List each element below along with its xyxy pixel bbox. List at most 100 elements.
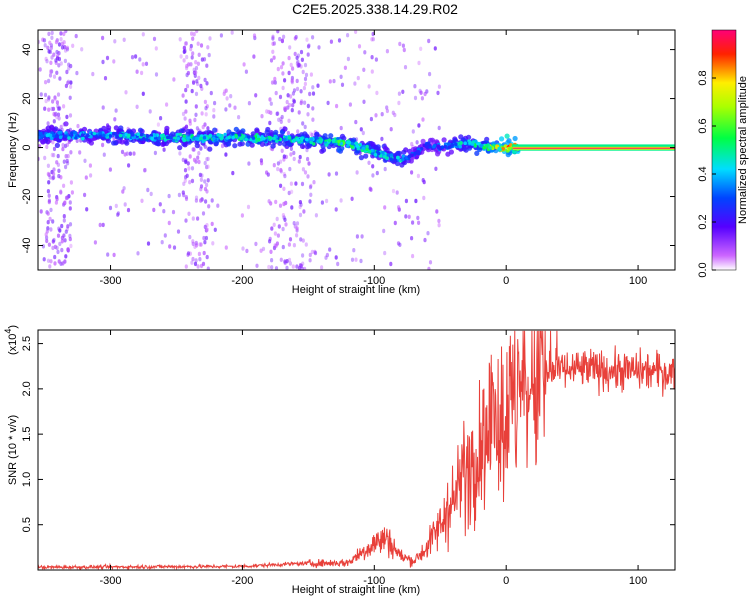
heat-cell — [53, 95, 57, 100]
heat-cell — [501, 147, 505, 151]
heat-cell — [47, 95, 51, 100]
heat-cell — [57, 173, 61, 179]
heat-cell — [202, 57, 207, 62]
colorbar: 0.0 0.2 0.4 0.6 0.8 Normalized spectral ampl… — [697, 29, 749, 278]
heat-cell — [46, 258, 51, 263]
heat-cell — [203, 179, 207, 184]
heat-cell — [83, 192, 87, 198]
heat-cell — [452, 139, 456, 144]
heat-cell — [43, 43, 47, 48]
heat-cell — [205, 104, 209, 109]
heat-cell — [377, 151, 381, 156]
heat-cell — [437, 84, 441, 89]
heat-cell — [299, 237, 303, 242]
colorbar-gradient — [711, 29, 737, 271]
y-tick-label: 2.0 — [21, 381, 33, 396]
heat-cell — [289, 152, 293, 157]
heat-cell — [367, 149, 372, 154]
heat-cell — [413, 95, 418, 101]
heat-cell — [194, 198, 198, 203]
heat-cell — [244, 69, 248, 74]
heat-cell — [196, 41, 200, 46]
heat-cell — [189, 43, 193, 49]
heat-cell — [208, 36, 212, 41]
heat-cell — [340, 82, 345, 88]
heat-cell — [86, 138, 92, 144]
heat-cell — [255, 138, 260, 142]
heat-cell — [290, 108, 294, 113]
heat-cell — [281, 244, 285, 250]
heat-cell — [192, 147, 196, 152]
heat-cell — [49, 60, 53, 65]
heat-cell — [268, 130, 274, 136]
x-tick-label: -200 — [231, 575, 253, 587]
heat-cell — [68, 200, 72, 205]
heat-cell — [296, 129, 300, 134]
heat-cell — [419, 90, 423, 95]
heat-cell — [166, 135, 170, 140]
heat-cell — [58, 241, 62, 247]
heat-cell — [54, 134, 59, 139]
heat-cell — [45, 144, 49, 150]
heat-cell — [46, 171, 50, 177]
heat-cell — [269, 249, 273, 254]
heat-cell — [119, 139, 125, 145]
heat-cell — [266, 172, 270, 177]
heat-cell — [272, 55, 276, 60]
heat-cell — [224, 152, 228, 157]
heat-cell — [145, 134, 150, 138]
heat-cell — [204, 199, 208, 204]
heat-cell — [355, 170, 359, 175]
heat-cell — [66, 247, 70, 252]
heat-cell — [458, 141, 463, 146]
heat-cell — [49, 227, 53, 232]
heat-cell — [149, 191, 153, 197]
heat-cell — [251, 139, 256, 144]
heat-cell — [108, 205, 113, 211]
heat-cell — [404, 198, 408, 204]
heat-cell — [288, 261, 292, 266]
heat-cell — [303, 124, 307, 130]
heat-cell — [497, 146, 502, 151]
heat-cell — [233, 126, 239, 132]
heat-cell — [336, 261, 340, 267]
heat-cell — [434, 166, 438, 171]
snr-multiplier: (x104) — [3, 325, 19, 355]
heat-cell — [283, 137, 287, 142]
heat-cell — [352, 248, 356, 253]
heat-cell — [427, 266, 431, 270]
heat-cell — [112, 59, 116, 64]
heat-cell — [279, 159, 283, 164]
heat-cell — [274, 199, 278, 205]
heat-cell — [287, 136, 292, 140]
heat-cell — [282, 201, 286, 207]
heat-cell — [114, 108, 118, 113]
heat-cell — [311, 106, 315, 111]
heat-cell — [196, 155, 200, 160]
heat-cell — [441, 137, 447, 143]
heat-cell — [101, 105, 105, 110]
heat-cell — [50, 69, 54, 74]
heat-cell — [157, 136, 161, 141]
heat-cell — [291, 66, 295, 71]
heat-cell — [193, 117, 197, 123]
heat-cell — [308, 252, 312, 258]
heat-cell — [186, 70, 190, 76]
heat-cell — [297, 266, 302, 270]
heat-cell — [328, 133, 334, 139]
heat-cell — [50, 152, 54, 158]
heat-cell — [374, 113, 378, 118]
heat-cell — [39, 209, 43, 214]
heat-cell — [389, 127, 393, 132]
heat-cell — [276, 161, 280, 166]
heat-cell — [188, 118, 192, 124]
heat-cell — [197, 75, 201, 81]
heat-cell — [140, 198, 144, 203]
heat-cell — [419, 46, 423, 51]
heat-cell — [199, 83, 203, 89]
heat-cell — [286, 93, 290, 98]
heat-cell — [185, 128, 191, 134]
heat-cell — [199, 184, 204, 189]
heat-cell — [433, 46, 437, 51]
